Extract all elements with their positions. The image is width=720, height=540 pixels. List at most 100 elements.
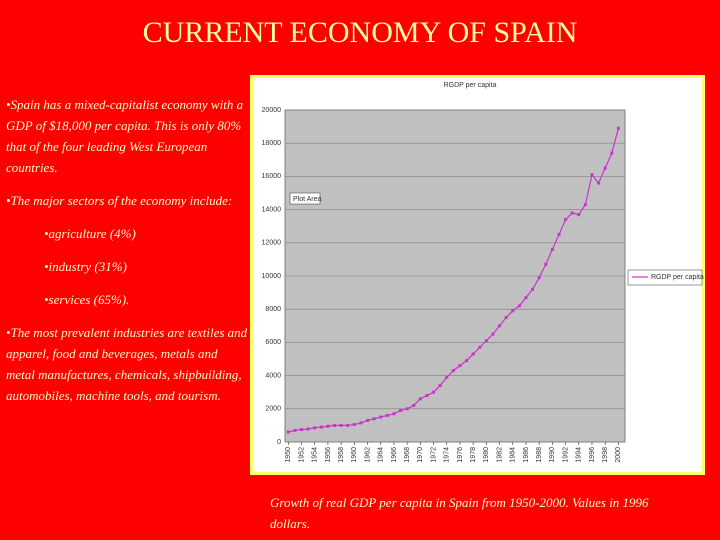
chart: RGDP per capita 0 2000 4000 6000 8000 10000 12…	[250, 75, 705, 475]
point	[300, 428, 304, 432]
caption: Growth of real GDP per capita in Spain f…	[270, 495, 649, 531]
point	[491, 332, 495, 336]
y-tick-label: 10000	[262, 273, 282, 280]
y-tick-label: 2000	[265, 406, 281, 413]
point	[465, 359, 469, 363]
legend	[627, 269, 703, 286]
point	[313, 426, 317, 430]
x-tick-label: 1958	[338, 447, 345, 463]
y-tick-label: 18000	[262, 140, 282, 147]
x-tick-label: 1978	[470, 447, 477, 463]
point	[504, 316, 508, 319]
x-tick-label: 1996	[589, 447, 596, 463]
point	[544, 262, 548, 266]
x-tick-label: 1954	[312, 447, 319, 463]
x-tick-label: 1982	[496, 447, 503, 463]
x-tick-label: 1994	[576, 447, 583, 463]
point	[451, 369, 455, 373]
point	[319, 425, 323, 429]
point	[498, 324, 502, 328]
point	[484, 339, 488, 343]
x-tick-label: 1972	[430, 447, 437, 463]
y-tick-label: 6000	[265, 339, 281, 346]
point	[458, 364, 462, 368]
point	[432, 390, 436, 394]
point	[346, 423, 350, 427]
point	[339, 423, 343, 427]
point	[445, 375, 449, 379]
x-tick-label: 1960	[351, 447, 358, 463]
plot-area-label: Plot Area	[293, 196, 322, 203]
x-tick-label: 1956	[325, 447, 332, 463]
x-tick-label: 1974	[444, 447, 451, 463]
chart-title: RGDP per capita	[444, 82, 497, 89]
point	[531, 287, 535, 291]
x-tick-label: 1962	[364, 447, 371, 463]
y-tick-label: 12000	[262, 240, 282, 247]
x-tick-label: 1976	[457, 447, 464, 463]
point	[326, 424, 330, 428]
point	[412, 403, 416, 407]
x-tick-label: 1988	[536, 447, 543, 463]
y-tick-label: 4000	[265, 372, 281, 379]
point	[399, 408, 403, 412]
x-tick-label: 1952	[298, 447, 305, 463]
x-tick-label: 1984	[510, 447, 517, 463]
point	[392, 412, 396, 416]
point	[352, 423, 356, 427]
point	[564, 218, 568, 222]
point	[372, 417, 376, 421]
point	[359, 421, 363, 425]
point	[306, 427, 310, 431]
point	[583, 203, 587, 207]
point	[471, 352, 475, 356]
point	[333, 423, 337, 427]
y-tick-label: 20000	[262, 107, 282, 114]
point	[537, 276, 541, 280]
bullet: •Spain has a mixed-capitalist economy wi…	[6, 97, 244, 175]
bullet: •services (65%).	[44, 292, 130, 307]
point	[570, 211, 574, 215]
x-tick-label: 1964	[378, 447, 385, 463]
point	[557, 233, 561, 236]
point	[603, 166, 607, 170]
point	[438, 384, 442, 388]
bullet: •The most prevalent industries are texti…	[6, 325, 248, 403]
point	[511, 309, 515, 313]
point	[577, 213, 581, 217]
bullet: •The major sectors of the economy includ…	[6, 193, 233, 208]
point	[293, 428, 297, 432]
x-tick-label: 2000	[615, 447, 622, 463]
bullet-list: •Spain has a mixed-capitalist economy wi…	[6, 94, 248, 418]
x-tick-label: 1998	[602, 447, 609, 463]
point	[616, 126, 620, 130]
point	[425, 394, 429, 398]
x-tick-label: 1970	[417, 447, 424, 463]
bullet: •industry (31%)	[44, 259, 127, 274]
point	[478, 345, 482, 349]
x-tick-label: 1986	[523, 447, 530, 463]
point	[385, 413, 389, 417]
y-tick-label: 16000	[262, 173, 282, 180]
point	[597, 181, 601, 185]
plot-area-tag	[289, 192, 321, 205]
x-tick-label: 1966	[391, 447, 398, 463]
y-tick-label: 8000	[265, 306, 281, 313]
x-tick-label: 1992	[562, 447, 569, 463]
y-tick-label: 0	[277, 439, 281, 446]
point	[286, 430, 290, 434]
point	[550, 247, 554, 251]
point	[590, 173, 594, 177]
slide-title: CURRENT ECONOMY OF SPAIN	[142, 16, 578, 49]
point	[517, 304, 521, 308]
point	[405, 407, 409, 411]
bullet: •agriculture (4%)	[44, 226, 136, 241]
point	[379, 415, 383, 419]
x-tick-label: 1950	[285, 447, 292, 463]
x-tick-label: 1990	[549, 447, 556, 463]
x-tick-label: 1968	[404, 447, 411, 463]
point	[366, 418, 370, 422]
y-tick-label: 14000	[262, 206, 282, 213]
point	[610, 151, 614, 155]
